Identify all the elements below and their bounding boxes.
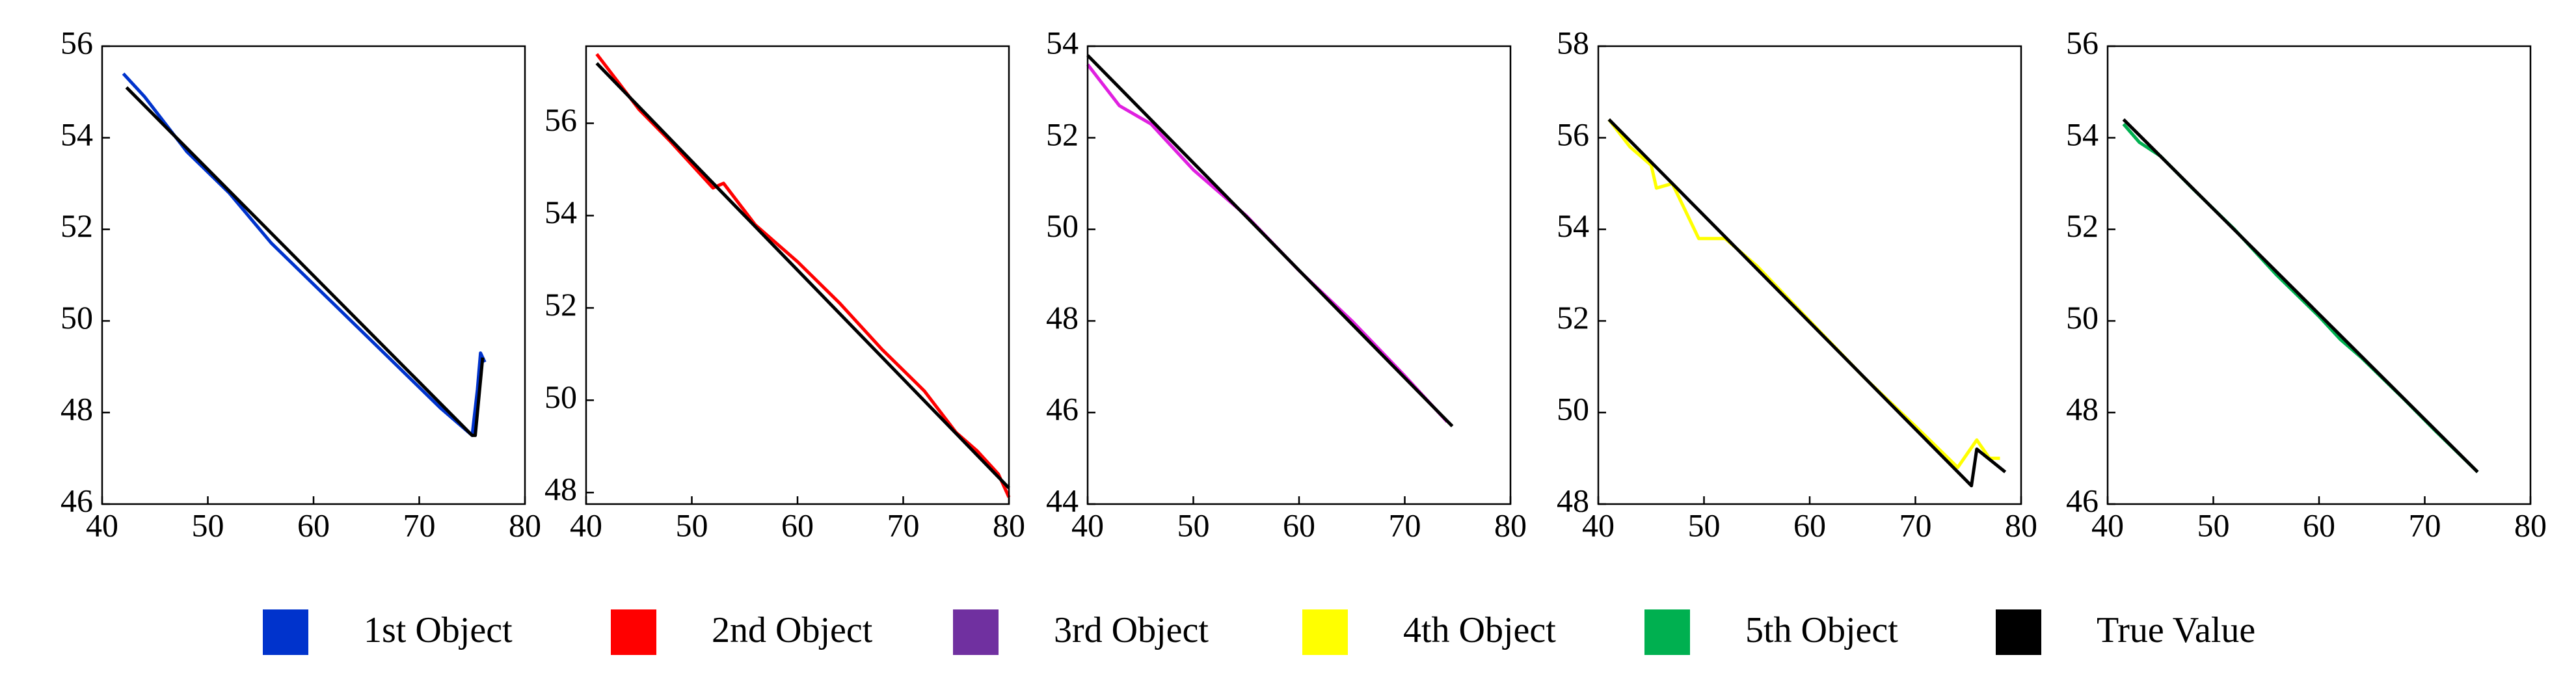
x-tick-label: 60 bbox=[297, 507, 330, 543]
data-line bbox=[125, 86, 485, 437]
legend-swatch bbox=[1996, 609, 2041, 655]
x-tick-label: 70 bbox=[2409, 507, 2441, 543]
legend-swatch bbox=[953, 609, 999, 655]
legend-label: True Value bbox=[2097, 610, 2255, 650]
y-tick-label: 44 bbox=[1046, 482, 1079, 518]
x-tick-label: 50 bbox=[676, 507, 708, 543]
y-tick-label: 54 bbox=[60, 116, 93, 152]
x-tick-label: 80 bbox=[993, 507, 1025, 543]
y-tick-label: 54 bbox=[1557, 207, 1589, 244]
x-tick-label: 40 bbox=[86, 507, 118, 543]
data-line bbox=[1607, 118, 2000, 470]
y-tick-label: 50 bbox=[60, 299, 93, 336]
plot-frame bbox=[1086, 45, 1512, 505]
y-tick-label: 50 bbox=[1557, 391, 1589, 427]
legend-label: 2nd Object bbox=[712, 610, 873, 650]
x-tick-label: 40 bbox=[1071, 507, 1104, 543]
x-tick-label: 70 bbox=[1389, 507, 1421, 543]
y-tick-label: 54 bbox=[544, 194, 577, 230]
data-line bbox=[122, 72, 487, 437]
y-tick-label: 56 bbox=[60, 24, 93, 60]
x-tick-label: 60 bbox=[1283, 507, 1315, 543]
y-tick-label: 50 bbox=[2066, 299, 2099, 336]
x-tick-label: 70 bbox=[887, 507, 920, 543]
x-tick-label: 70 bbox=[1899, 507, 1932, 543]
legend-label: 4th Object bbox=[1403, 610, 1556, 650]
legend-label: 5th Object bbox=[1745, 610, 1898, 650]
x-tick-label: 80 bbox=[509, 507, 541, 543]
legend-swatch bbox=[263, 609, 308, 655]
y-tick-label: 46 bbox=[1046, 391, 1079, 427]
y-tick-label: 56 bbox=[544, 101, 577, 138]
plot-frame bbox=[585, 45, 1010, 505]
y-tick-label: 58 bbox=[1557, 24, 1589, 60]
y-tick-label: 48 bbox=[1046, 299, 1079, 336]
legend-swatch bbox=[1644, 609, 1690, 655]
x-tick-label: 50 bbox=[2197, 507, 2230, 543]
y-tick-label: 48 bbox=[1557, 482, 1589, 518]
y-tick-label: 54 bbox=[1046, 24, 1079, 60]
x-tick-label: 60 bbox=[1793, 507, 1826, 543]
plot-frame bbox=[1597, 45, 2022, 505]
y-tick-label: 48 bbox=[2066, 391, 2099, 427]
x-tick-label: 50 bbox=[1177, 507, 1210, 543]
data-line bbox=[595, 53, 1011, 498]
y-tick-label: 56 bbox=[1557, 116, 1589, 152]
x-tick-label: 80 bbox=[2514, 507, 2547, 543]
y-tick-label: 52 bbox=[60, 207, 93, 244]
y-tick-label: 52 bbox=[1557, 299, 1589, 336]
y-tick-label: 52 bbox=[2066, 207, 2099, 244]
x-tick-label: 70 bbox=[403, 507, 436, 543]
x-tick-label: 50 bbox=[192, 507, 224, 543]
data-line bbox=[595, 62, 1010, 489]
y-tick-label: 54 bbox=[2066, 116, 2099, 152]
y-tick-label: 46 bbox=[2066, 482, 2099, 518]
x-tick-label: 60 bbox=[781, 507, 814, 543]
y-tick-label: 56 bbox=[2066, 24, 2099, 60]
legend-swatch bbox=[1302, 609, 1348, 655]
legend-swatch bbox=[611, 609, 656, 655]
x-tick-label: 40 bbox=[2091, 507, 2124, 543]
x-tick-label: 40 bbox=[1582, 507, 1615, 543]
y-tick-label: 52 bbox=[544, 286, 577, 323]
x-tick-label: 80 bbox=[2005, 507, 2037, 543]
legend-label: 3rd Object bbox=[1054, 610, 1209, 650]
data-line bbox=[1086, 54, 1454, 428]
data-line bbox=[2122, 118, 2479, 474]
y-tick-label: 50 bbox=[1046, 207, 1079, 244]
x-tick-label: 80 bbox=[1494, 507, 1527, 543]
plot-frame bbox=[2106, 45, 2532, 505]
data-line bbox=[1607, 118, 2007, 488]
legend-label: 1st Object bbox=[364, 610, 513, 650]
y-tick-label: 48 bbox=[60, 391, 93, 427]
y-tick-label: 50 bbox=[544, 379, 577, 415]
x-tick-label: 50 bbox=[1688, 507, 1721, 543]
y-tick-label: 52 bbox=[1046, 116, 1079, 152]
x-tick-label: 60 bbox=[2303, 507, 2335, 543]
y-tick-label: 48 bbox=[544, 471, 577, 507]
x-tick-label: 40 bbox=[570, 507, 602, 543]
y-tick-label: 46 bbox=[60, 482, 93, 518]
